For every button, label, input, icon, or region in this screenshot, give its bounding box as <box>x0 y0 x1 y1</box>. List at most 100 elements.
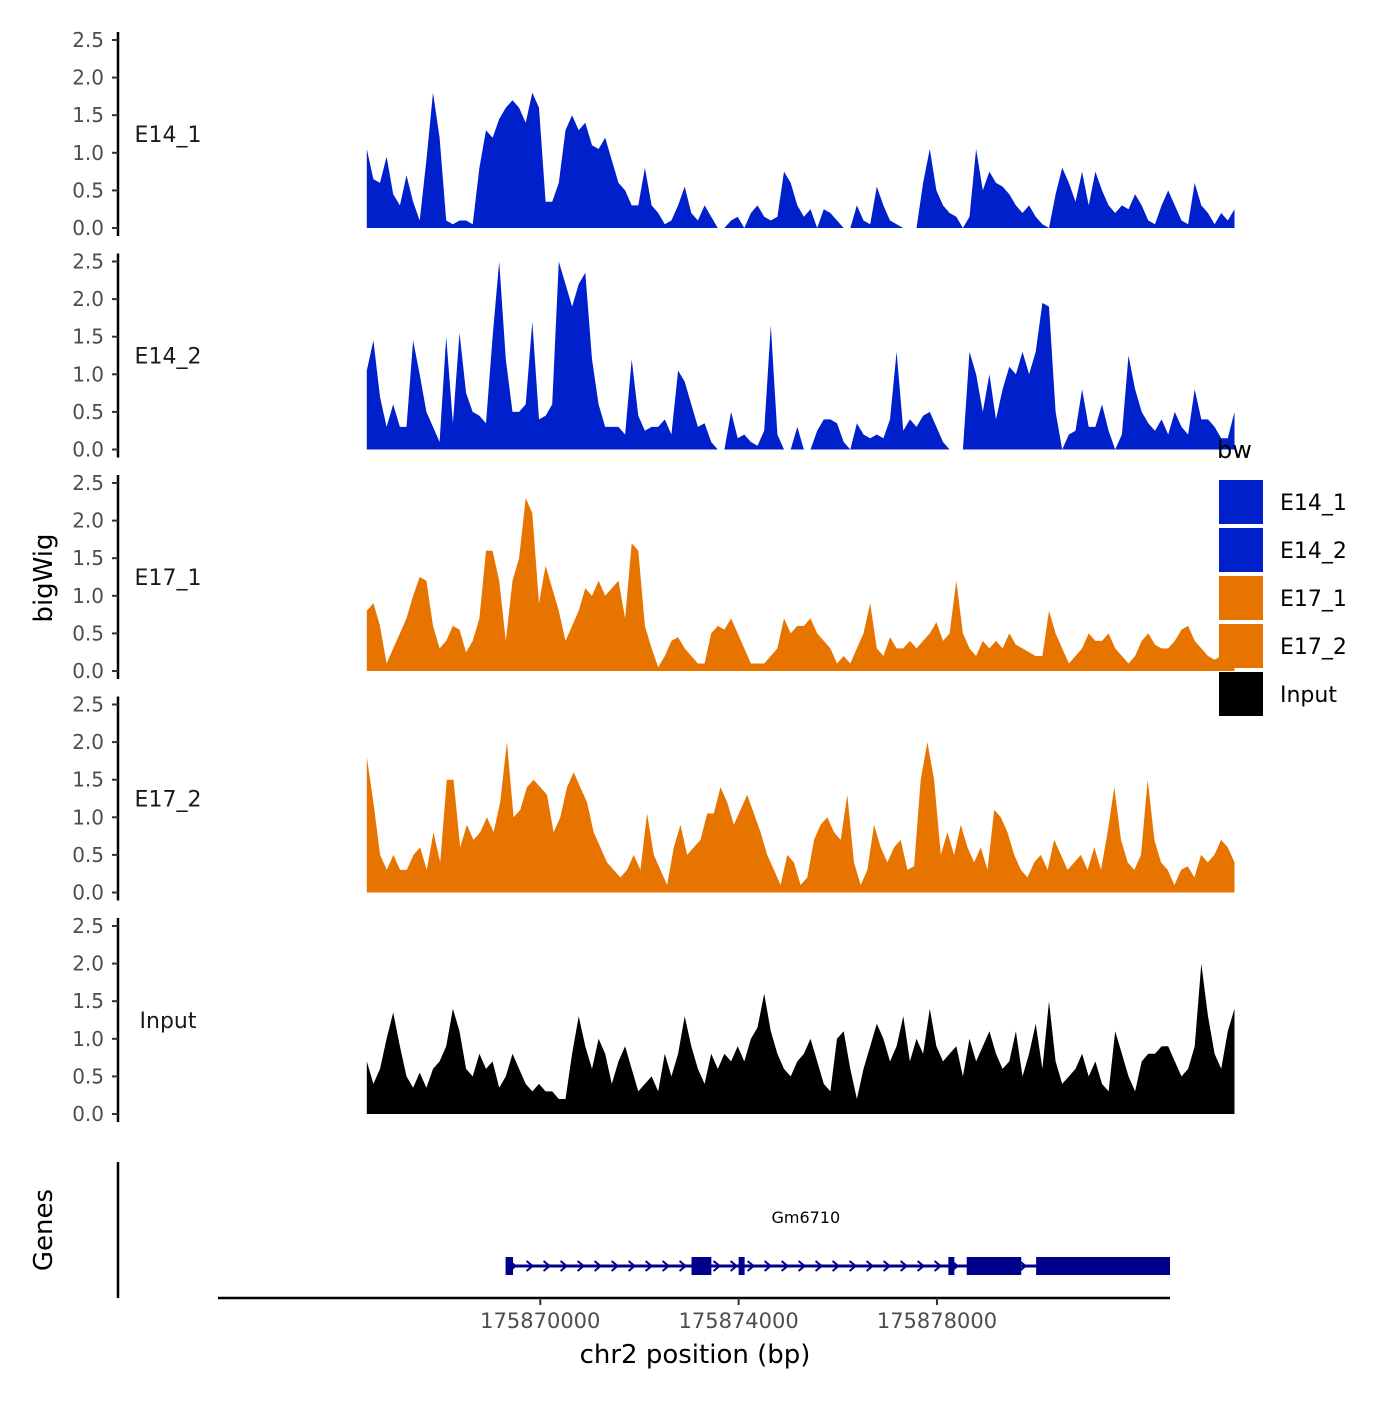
y-tick-label: 1.5 <box>72 768 104 792</box>
track-label: E14_2 <box>135 345 202 370</box>
y-tick-label: 2.5 <box>72 471 104 495</box>
strand-arrow-icon <box>1018 1260 1028 1272</box>
legend-item-E17_1: E17_1 <box>1219 576 1347 620</box>
y-tick-label: 0.5 <box>72 621 104 645</box>
gene-exon <box>505 1257 514 1275</box>
strand-arrow-icon <box>661 1260 671 1272</box>
track-E17_1: 0.0 0.5 1.0 1.5 2.0 2.5 E17_1 <box>72 471 1235 683</box>
strand-arrow-icon <box>882 1260 892 1272</box>
bigwig-tracks: 0.0 0.5 1.0 1.5 2.0 2.5 E14_1 0.0 0.5 1.0 1.5 2.0 2.… <box>72 28 1235 1126</box>
x-axis: 175870000 175874000 175878000 <box>218 1296 1170 1333</box>
strand-arrow-icon <box>576 1260 586 1272</box>
strand-arrow-icon <box>831 1260 841 1272</box>
legend-label: Input <box>1280 683 1337 708</box>
strand-arrow-icon <box>729 1260 739 1272</box>
y-tick-label: 0.0 <box>72 1102 104 1126</box>
strand-arrow-icon <box>712 1260 722 1272</box>
x-tick-label: 175874000 <box>679 1309 799 1333</box>
strand-arrow-icon <box>542 1260 552 1272</box>
y-tick-label: 0.5 <box>72 178 104 202</box>
legend-item-Input: Input <box>1219 672 1337 716</box>
y-tick-label: 2.5 <box>72 693 104 717</box>
y-tick-label: 1.0 <box>72 1027 104 1051</box>
y-tick-label: 2.0 <box>72 952 104 976</box>
legend-label: E14_1 <box>1280 491 1347 516</box>
genes-axis-title: Genes <box>29 1189 59 1271</box>
gene-exon <box>966 1257 1022 1275</box>
y-tick-label: 2.0 <box>72 730 104 754</box>
y-tick-label: 1.0 <box>72 141 104 165</box>
strand-arrow-icon <box>678 1260 688 1272</box>
legend-swatch <box>1219 624 1263 668</box>
strand-arrow-icon <box>899 1260 909 1272</box>
y-tick-label: 0.5 <box>72 1064 104 1088</box>
legend-label: E17_1 <box>1280 587 1347 612</box>
strand-arrow-icon <box>746 1260 756 1272</box>
track-Input: 0.0 0.5 1.0 1.5 2.0 2.5 Input <box>72 914 1235 1126</box>
track-label: E17_1 <box>135 566 202 591</box>
strand-arrow-icon <box>848 1260 858 1272</box>
gene-exon <box>948 1257 955 1275</box>
y-tick-label: 1.0 <box>72 805 104 829</box>
y-tick-label: 1.0 <box>72 362 104 386</box>
y-tick-label: 2.5 <box>72 250 104 274</box>
strand-arrow-icon <box>627 1260 637 1272</box>
coverage-area <box>366 498 1235 671</box>
y-axis-title: bigWig <box>29 533 59 622</box>
genes-panel: Gm6710 <box>116 1162 1170 1298</box>
strand-arrow-icon <box>644 1260 654 1272</box>
gene-exon <box>738 1257 745 1275</box>
y-tick-label: 0.5 <box>72 400 104 424</box>
gene-name-label: Gm6710 <box>771 1208 840 1227</box>
legend-swatch <box>1219 672 1263 716</box>
coverage-area <box>366 261 1235 450</box>
x-tick-label: 175870000 <box>480 1309 600 1333</box>
y-tick-label: 2.0 <box>72 66 104 90</box>
track-label: Input <box>140 1009 197 1034</box>
legend-label: E14_2 <box>1280 539 1347 564</box>
y-tick-label: 0.0 <box>72 659 104 683</box>
strand-arrow-icon <box>780 1260 790 1272</box>
strand-arrow-icon <box>610 1260 620 1272</box>
coverage-area <box>366 92 1235 228</box>
strand-arrow-icon <box>933 1260 943 1272</box>
y-tick-label: 2.0 <box>72 287 104 311</box>
strand-arrow-icon <box>916 1260 926 1272</box>
gene-exon <box>1036 1257 1170 1275</box>
legend-title: bw <box>1217 436 1252 464</box>
strand-arrow-icon <box>797 1260 807 1272</box>
y-tick-label: 1.5 <box>72 325 104 349</box>
y-tick-label: 0.5 <box>72 843 104 867</box>
x-axis-title: chr2 position (bp) <box>580 1340 811 1370</box>
legend-swatch <box>1219 528 1263 572</box>
track-E17_2: 0.0 0.5 1.0 1.5 2.0 2.5 E17_2 <box>72 693 1235 905</box>
legend: bw E14_1 E14_2 E17_1 E17_2 Input <box>1217 436 1347 716</box>
strand-arrow-icon <box>763 1260 773 1272</box>
strand-arrow-icon <box>814 1260 824 1272</box>
track-E14_1: 0.0 0.5 1.0 1.5 2.0 2.5 E14_1 <box>72 28 1235 240</box>
y-tick-label: 1.0 <box>72 584 104 608</box>
x-tick-label: 175878000 <box>877 1309 997 1333</box>
y-tick-label: 1.5 <box>72 103 104 127</box>
y-tick-label: 2.0 <box>72 509 104 533</box>
y-tick-label: 1.5 <box>72 989 104 1013</box>
track-label: E14_1 <box>135 123 202 148</box>
strand-arrow-icon <box>865 1260 875 1272</box>
legend-swatch <box>1219 576 1263 620</box>
y-tick-label: 0.0 <box>72 438 104 462</box>
coverage-area <box>366 963 1235 1114</box>
y-tick-label: 0.0 <box>72 881 104 905</box>
y-tick-label: 0.0 <box>72 216 104 240</box>
track-label: E17_2 <box>135 788 202 813</box>
strand-arrow-icon <box>593 1260 603 1272</box>
y-tick-label: 2.5 <box>72 914 104 938</box>
legend-swatch <box>1219 480 1263 524</box>
legend-item-E14_2: E14_2 <box>1219 528 1347 572</box>
legend-label: E17_2 <box>1280 635 1347 660</box>
y-tick-label: 2.5 <box>72 28 104 52</box>
legend-item-E14_1: E14_1 <box>1219 480 1347 524</box>
track-E14_2: 0.0 0.5 1.0 1.5 2.0 2.5 E14_2 <box>72 250 1235 462</box>
y-tick-label: 1.5 <box>72 546 104 570</box>
